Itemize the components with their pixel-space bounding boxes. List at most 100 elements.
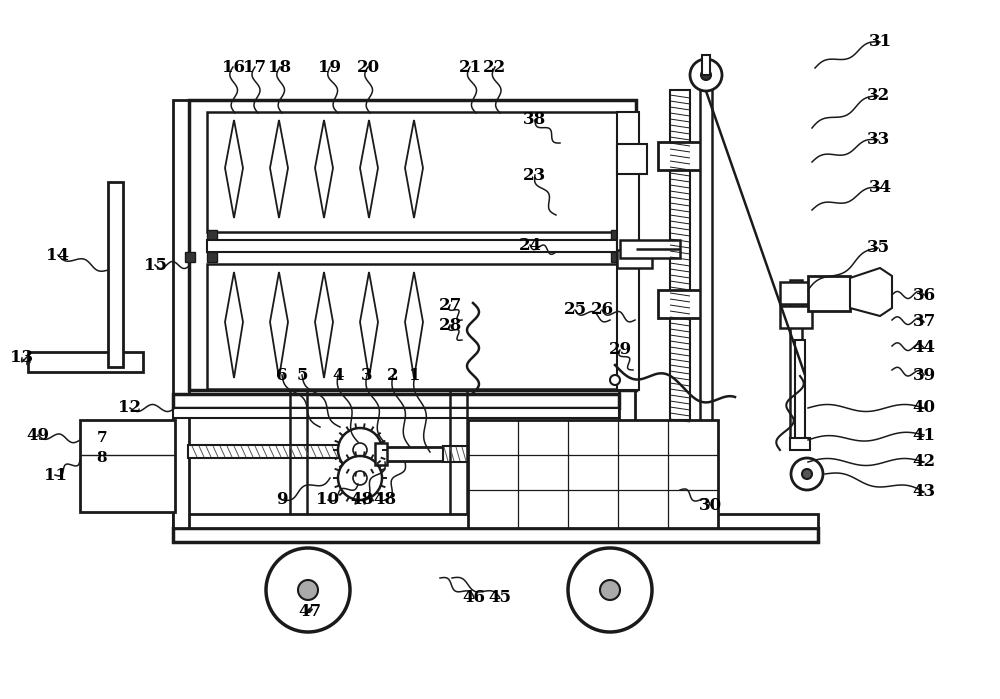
Bar xyxy=(790,280,802,440)
Bar xyxy=(443,446,468,462)
Bar xyxy=(185,252,195,262)
Bar xyxy=(189,100,636,390)
Text: 20: 20 xyxy=(356,59,380,75)
Text: 40: 40 xyxy=(912,400,936,417)
Circle shape xyxy=(353,471,367,485)
Circle shape xyxy=(568,548,652,632)
Text: 6: 6 xyxy=(276,366,288,384)
Text: 12: 12 xyxy=(118,400,142,417)
Bar xyxy=(808,276,850,311)
Bar xyxy=(617,112,639,390)
Bar xyxy=(658,290,702,318)
Bar xyxy=(790,438,810,450)
Bar xyxy=(702,55,710,75)
Bar xyxy=(207,112,617,232)
Text: 48: 48 xyxy=(350,491,374,508)
Bar xyxy=(80,420,175,512)
Bar xyxy=(173,514,818,528)
Bar xyxy=(670,90,690,420)
Text: 17: 17 xyxy=(243,59,267,75)
Text: 42: 42 xyxy=(912,454,936,470)
Text: 2: 2 xyxy=(387,366,399,384)
Bar xyxy=(173,528,818,542)
Text: 3: 3 xyxy=(361,366,373,384)
Polygon shape xyxy=(225,120,243,218)
Text: 48: 48 xyxy=(373,491,397,508)
Text: 10: 10 xyxy=(316,491,340,508)
Bar xyxy=(173,100,189,528)
Bar xyxy=(617,144,647,174)
Text: 41: 41 xyxy=(912,426,936,443)
Text: 13: 13 xyxy=(10,350,34,366)
Polygon shape xyxy=(405,272,423,378)
Polygon shape xyxy=(360,120,378,218)
Bar xyxy=(619,100,635,528)
Bar xyxy=(780,306,812,328)
Text: 15: 15 xyxy=(144,257,166,273)
Polygon shape xyxy=(850,268,892,316)
Bar xyxy=(188,445,343,458)
Text: 11: 11 xyxy=(44,466,66,484)
Text: 35: 35 xyxy=(866,240,890,257)
Text: 26: 26 xyxy=(590,301,614,319)
Text: 37: 37 xyxy=(912,313,936,331)
Bar xyxy=(383,447,443,461)
Text: 22: 22 xyxy=(483,59,507,75)
Text: 32: 32 xyxy=(866,87,890,104)
Text: 5: 5 xyxy=(296,366,308,384)
Bar xyxy=(658,142,702,170)
Text: 34: 34 xyxy=(868,180,892,196)
Text: 1: 1 xyxy=(409,366,421,384)
Polygon shape xyxy=(405,120,423,218)
Bar xyxy=(611,230,621,240)
Polygon shape xyxy=(270,272,288,378)
Text: 25: 25 xyxy=(563,301,587,319)
Circle shape xyxy=(338,428,382,472)
Circle shape xyxy=(600,580,620,600)
Bar xyxy=(207,252,217,262)
Text: 9: 9 xyxy=(276,491,288,508)
Text: 30: 30 xyxy=(698,496,722,514)
Bar xyxy=(795,340,805,440)
Bar xyxy=(780,282,812,304)
Circle shape xyxy=(298,580,318,600)
Bar xyxy=(28,352,143,372)
Bar xyxy=(173,394,619,408)
Text: 19: 19 xyxy=(318,59,342,75)
Circle shape xyxy=(690,59,722,91)
Polygon shape xyxy=(225,272,243,378)
Bar xyxy=(617,250,652,268)
Text: 24: 24 xyxy=(518,236,542,254)
Polygon shape xyxy=(360,272,378,378)
Polygon shape xyxy=(315,120,333,218)
Text: 8: 8 xyxy=(97,451,107,465)
Bar xyxy=(700,68,712,468)
Text: 33: 33 xyxy=(866,131,890,148)
Text: 23: 23 xyxy=(523,166,547,184)
Polygon shape xyxy=(270,120,288,218)
Text: 27: 27 xyxy=(438,296,462,313)
Text: 36: 36 xyxy=(912,287,936,303)
Text: 44: 44 xyxy=(912,340,936,356)
Polygon shape xyxy=(315,272,333,378)
Text: 18: 18 xyxy=(268,59,292,75)
Circle shape xyxy=(802,469,812,479)
Text: 29: 29 xyxy=(608,342,632,359)
Text: 43: 43 xyxy=(912,484,936,500)
Bar xyxy=(108,182,123,367)
Text: 7: 7 xyxy=(97,431,107,445)
Bar xyxy=(375,443,387,465)
Bar xyxy=(620,240,680,258)
Circle shape xyxy=(353,443,367,457)
Bar xyxy=(611,252,621,262)
Text: 21: 21 xyxy=(458,59,482,75)
Circle shape xyxy=(610,375,620,385)
Bar xyxy=(468,420,718,528)
Text: 4: 4 xyxy=(332,366,344,384)
Text: 47: 47 xyxy=(298,603,322,621)
Text: 31: 31 xyxy=(868,34,892,50)
Bar xyxy=(173,408,619,418)
Circle shape xyxy=(791,458,823,490)
Text: 45: 45 xyxy=(488,589,512,607)
Circle shape xyxy=(338,456,382,500)
